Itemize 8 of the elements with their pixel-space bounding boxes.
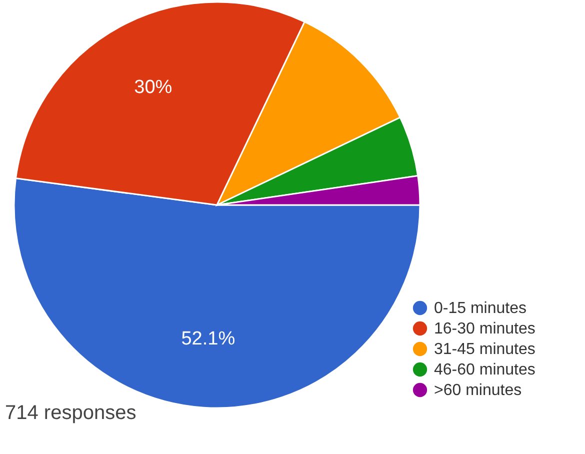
legend-label: 16-30 minutes — [434, 320, 536, 338]
data-label: 30% — [134, 77, 172, 98]
data-label: 52.1% — [181, 328, 236, 350]
legend-label: >60 minutes — [434, 382, 522, 399]
text: 714 responses — [5, 402, 136, 424]
legend-label: 31-45 minutes — [434, 341, 536, 358]
legend-label: 0-15 minutes — [434, 300, 526, 317]
legend-label: 46-60 minutes — [434, 362, 536, 378]
